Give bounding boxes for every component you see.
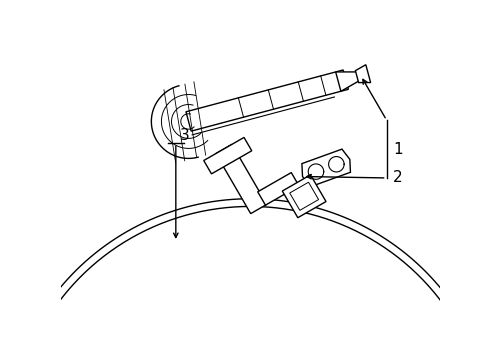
Polygon shape: [301, 149, 350, 187]
Polygon shape: [282, 175, 325, 218]
Text: 1: 1: [392, 141, 402, 157]
Polygon shape: [257, 172, 304, 205]
Text: 3: 3: [179, 128, 189, 143]
Polygon shape: [185, 70, 347, 131]
Polygon shape: [355, 65, 370, 82]
Polygon shape: [203, 138, 251, 174]
Text: 2: 2: [392, 170, 402, 185]
Polygon shape: [215, 144, 266, 213]
Polygon shape: [335, 72, 361, 91]
Polygon shape: [289, 182, 318, 210]
